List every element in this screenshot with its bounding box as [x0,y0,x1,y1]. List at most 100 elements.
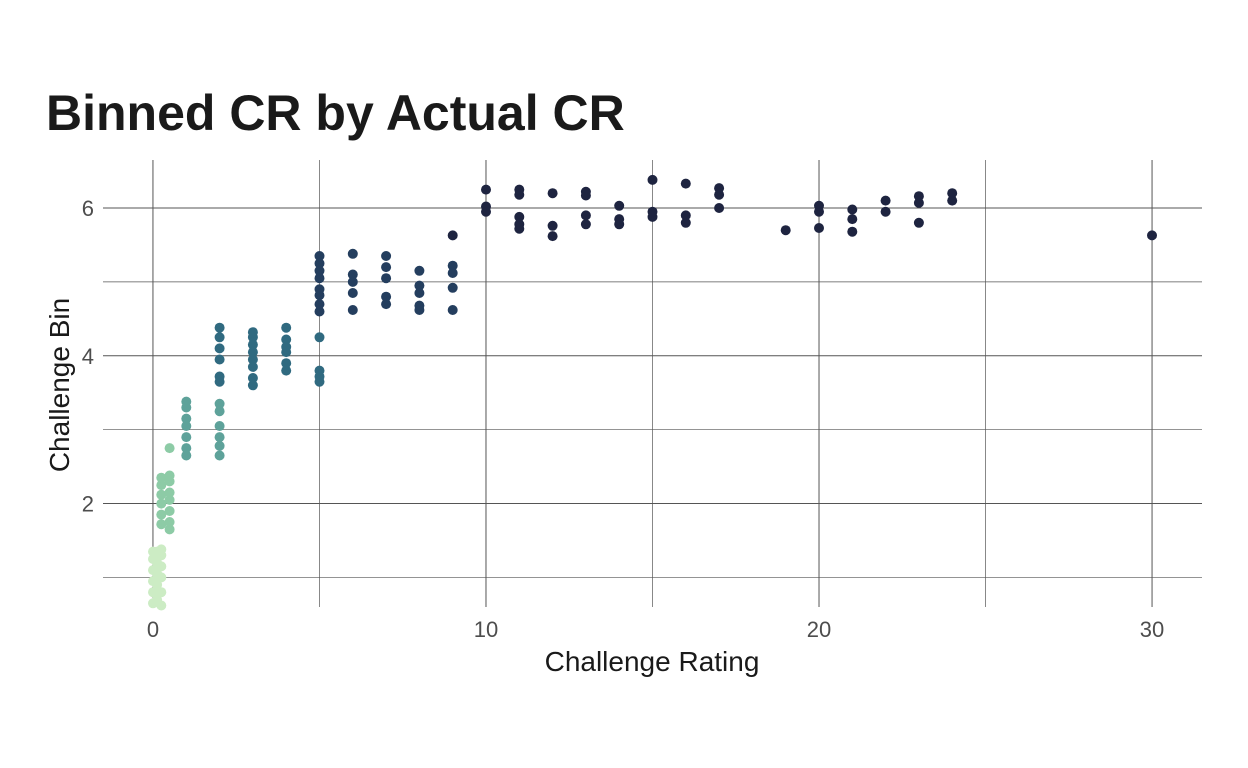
data-point [847,204,858,215]
data-point [181,396,192,407]
data-point [214,343,225,354]
data-point [880,195,891,206]
data-point [214,432,225,443]
data-point [156,498,167,509]
data-point [181,443,192,454]
data-point [156,509,167,520]
y-tick-label: 2 [82,492,94,517]
data-point [447,230,458,241]
data-point [152,579,163,590]
data-point [247,354,258,365]
data-point [347,269,358,280]
data-point [281,322,292,333]
data-point [680,217,691,228]
data-point [214,421,225,431]
data-point [156,600,167,611]
data-point [156,561,167,572]
data-point [181,413,192,424]
data-point [913,217,924,228]
x-axis-title: Challenge Rating [545,646,760,677]
data-point [647,206,658,217]
data-point [614,200,625,211]
data-point [214,406,225,417]
data-point [314,273,325,284]
y-axis-title: Challenge Bin [44,298,75,472]
data-point [148,587,158,598]
data-point [381,251,392,261]
y-axis-ticks: 2 4 6 [82,196,94,517]
data-point [181,421,192,431]
data-point [314,251,325,261]
data-point [214,371,225,382]
data-point [647,174,658,185]
data-point [347,276,358,287]
data-point [281,334,292,345]
data-point [913,191,924,202]
data-point [780,225,791,236]
data-point [164,443,175,454]
data-point [281,358,292,369]
x-tick-label: 20 [807,617,831,642]
data-point [181,432,192,443]
x-axis-ticks: 0 10 20 30 [147,617,1164,642]
data-point [481,184,491,195]
data-point [214,450,225,461]
data-point [156,587,167,598]
data-point [347,288,358,298]
data-point [214,440,225,451]
data-point [381,291,392,302]
data-point [381,299,392,310]
data-point [714,203,725,213]
data-point [156,472,167,483]
data-point [880,206,891,217]
data-point [281,341,292,352]
data-point [314,332,325,343]
data-point [614,214,625,225]
data-point [314,284,325,295]
data-point [1147,230,1157,241]
data-point [247,339,258,350]
data-point [547,188,558,199]
data-point [214,332,225,343]
data-point [156,572,167,583]
data-point [247,327,258,338]
data-point [714,183,725,194]
x-tick-label: 0 [147,617,159,642]
data-point [214,398,225,409]
data-point [247,361,258,372]
y-tick-label: 4 [82,344,94,369]
data-point [680,210,691,221]
data-point [414,300,425,311]
data-point [514,184,525,195]
data-point [481,201,491,212]
data-point [156,544,167,555]
data-point [447,282,458,293]
data-point [314,258,325,269]
data-point [347,248,358,259]
data-point [214,354,225,365]
data-point [164,517,175,527]
data-point [156,489,167,500]
data-point [847,226,858,237]
data-point [514,211,525,222]
data-point [447,260,458,271]
data-point [814,200,824,211]
data-point [547,220,558,231]
data-point [514,219,525,230]
x-tick-label: 30 [1140,617,1164,642]
data-point [381,262,392,273]
data-point [580,219,591,230]
data-point [247,380,258,391]
data-point [447,268,458,278]
data-point [281,365,292,376]
data-point [247,347,258,358]
x-tick-label: 10 [474,617,498,642]
data-point [414,288,425,298]
data-point [314,306,325,317]
data-point [381,273,392,284]
data-point [164,470,175,481]
data-point [164,506,175,516]
data-point [164,494,175,505]
data-point [314,365,325,376]
